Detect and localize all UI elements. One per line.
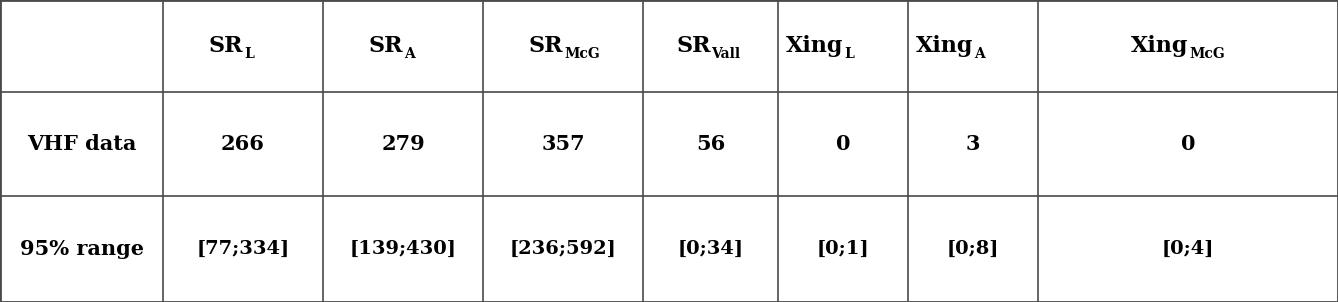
Text: SR: SR: [676, 35, 710, 57]
Text: L: L: [844, 47, 854, 61]
Text: McG: McG: [1189, 47, 1224, 61]
Text: [0;4]: [0;4]: [1161, 240, 1215, 258]
Text: 3: 3: [966, 134, 981, 154]
Text: 56: 56: [696, 134, 725, 154]
Text: 95% range: 95% range: [20, 239, 143, 259]
Text: [0;1]: [0;1]: [816, 240, 870, 258]
Text: SR: SR: [529, 35, 563, 57]
Text: [236;592]: [236;592]: [510, 240, 617, 258]
Text: 0: 0: [1180, 134, 1195, 154]
Text: Xing: Xing: [915, 35, 973, 57]
Text: [77;334]: [77;334]: [197, 240, 289, 258]
Text: Vall: Vall: [712, 47, 741, 61]
Text: Xing: Xing: [785, 35, 843, 57]
Text: [0;34]: [0;34]: [677, 240, 744, 258]
Text: 0: 0: [836, 134, 850, 154]
Text: SR: SR: [368, 35, 403, 57]
Text: 279: 279: [381, 134, 425, 154]
Text: [0;8]: [0;8]: [947, 240, 999, 258]
Text: 266: 266: [221, 134, 265, 154]
Text: [139;430]: [139;430]: [349, 240, 456, 258]
Text: A: A: [404, 47, 415, 61]
Text: Xing: Xing: [1131, 35, 1188, 57]
Text: McG: McG: [565, 47, 599, 61]
Text: VHF data: VHF data: [27, 134, 136, 154]
Text: 357: 357: [541, 134, 585, 154]
Text: SR: SR: [209, 35, 244, 57]
Text: L: L: [244, 47, 254, 61]
Text: A: A: [974, 47, 985, 61]
